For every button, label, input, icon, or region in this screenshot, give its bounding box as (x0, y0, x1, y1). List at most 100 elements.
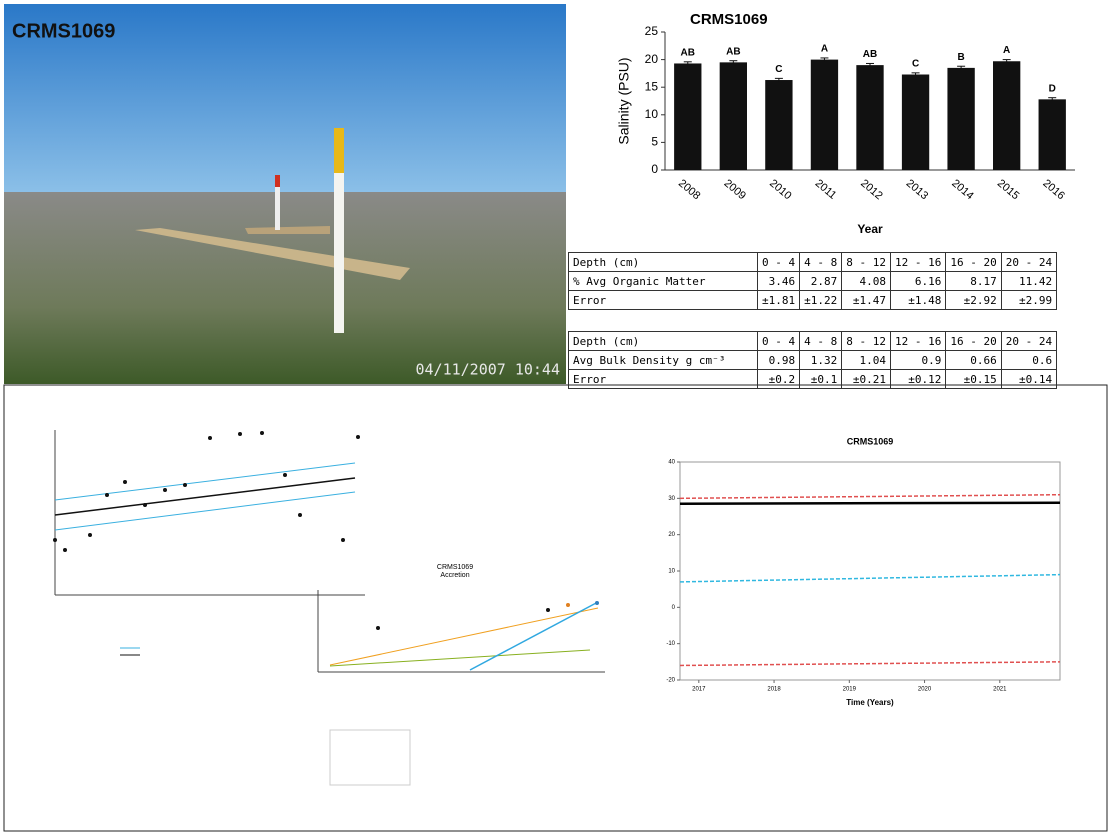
photo-label: CRMS1069 (12, 20, 115, 42)
table-cell: 0.9 (889, 350, 947, 370)
y-tick-label: 40 (668, 460, 675, 466)
table-cell: 0.98 (756, 350, 801, 370)
svi-chart: CRMS1069 Time (Years) -20 -10 0 10 20 30 40 2017 2… (666, 436, 1061, 707)
point (143, 503, 147, 507)
table-cell: 0.6 (1000, 350, 1058, 370)
series-line (679, 501, 1061, 506)
table-cell: 8 - 12 (841, 331, 891, 351)
table-cell: 0 - 4 (756, 331, 801, 351)
table-cell: 8 - 12 (841, 252, 891, 272)
table-cell: Depth (cm) (568, 331, 758, 351)
pole-cap (275, 175, 280, 187)
table-cell: ±0.1 (799, 369, 843, 389)
y-tick-label: 10 (668, 569, 675, 575)
table-row: % Avg Organic Matter 3.46 2.87 4.08 6.16 8.17… (568, 271, 1058, 291)
bar-annotation: A (821, 44, 828, 55)
point (341, 538, 345, 542)
bar-annotation: B (957, 52, 964, 63)
pole (275, 175, 280, 230)
x-tick-label: 2021 (993, 687, 1007, 693)
x-axis-label: Year (857, 222, 883, 236)
marsh (4, 192, 566, 384)
table-cell: ±1.81 (756, 290, 801, 310)
x-tick-label: 2015 (995, 177, 1021, 202)
x-tick-label: 2019 (843, 687, 857, 693)
point (595, 601, 599, 605)
table-cell: 20 - 24 (1000, 331, 1058, 351)
table-cell: 16 - 20 (945, 331, 1002, 351)
table-cell: 12 - 16 (889, 331, 947, 351)
table-cell: 11.42 (1000, 271, 1058, 291)
table-cell: ±2.99 (1000, 290, 1058, 310)
legend-box (329, 729, 411, 786)
table-cell: 3.46 (756, 271, 801, 291)
table-cell: 0 - 4 (756, 252, 801, 272)
bar-annotation: AB (863, 49, 877, 60)
photo: CRMS1069 04/11/2007 10:44 (4, 4, 566, 384)
table-cell: ±0.2 (756, 369, 801, 389)
table-cell: Error (568, 369, 758, 389)
x-tick-label: 2016 (1040, 177, 1066, 202)
table-row: Error ±1.81 ±1.22 ±1.47 ±1.48 ±2.92 ±2.99 (568, 290, 1058, 310)
accretion-subtitle: Accretion (440, 572, 469, 579)
table-cell: % Avg Organic Matter (568, 271, 758, 291)
y-tick-label: 25 (645, 24, 659, 38)
table-cell: 20 - 24 (1000, 252, 1058, 272)
y-tick-label: 20 (645, 52, 659, 66)
point (356, 435, 360, 439)
trend (329, 649, 591, 667)
x-tick-label: 2008 (676, 177, 702, 202)
point (53, 538, 57, 542)
point (88, 533, 92, 537)
x-tick-label: 2013 (904, 177, 930, 202)
table-cell: 1.04 (841, 350, 891, 370)
table-cell: ±2.92 (945, 290, 1002, 310)
timestamp: 04/11/2007 10:44 (416, 361, 561, 379)
bar (993, 61, 1021, 171)
table-cell: ±0.14 (1000, 369, 1058, 389)
bar (901, 74, 930, 170)
accretion-title: CRMS1069 (437, 564, 473, 571)
series-line (679, 493, 1061, 500)
trend (469, 601, 599, 671)
bar-annotation: D (1049, 83, 1056, 94)
table-cell: 16 - 20 (945, 252, 1002, 272)
table-cell: 4.08 (841, 271, 891, 291)
table-cell: 0.66 (945, 350, 1002, 370)
table-cell: 12 - 16 (889, 252, 947, 272)
y-tick-label: 15 (645, 79, 659, 93)
table-cell: Error (568, 290, 758, 310)
sky (4, 4, 566, 194)
table-cell: ±1.47 (841, 290, 891, 310)
trend-ci (54, 462, 356, 501)
point (238, 432, 242, 436)
plot-frame (679, 461, 1061, 681)
table-cell: 1.32 (799, 350, 843, 370)
y-tick-label: -10 (666, 641, 675, 647)
trend-ci (54, 491, 356, 531)
y-tick-label: -20 (666, 678, 675, 684)
table-cell: Avg Bulk Density g cm⁻³ (568, 350, 758, 370)
bar-annotation: A (1003, 45, 1010, 56)
y-tick-label: 0 (651, 162, 658, 176)
scatter-image (53, 430, 365, 656)
y-tick-label: 5 (651, 135, 658, 149)
x-tick-label: 2014 (949, 177, 975, 202)
point (376, 626, 380, 630)
point (298, 513, 302, 517)
point (208, 436, 212, 440)
point (123, 480, 127, 484)
x-tick-label: 2017 (692, 687, 706, 693)
table-cell: 4 - 8 (799, 331, 843, 351)
lower-frame (3, 384, 1108, 832)
point (63, 548, 67, 552)
point (163, 488, 167, 492)
x-axis-label: Time (Years) (846, 698, 894, 707)
pole (334, 128, 344, 333)
point (546, 608, 550, 612)
